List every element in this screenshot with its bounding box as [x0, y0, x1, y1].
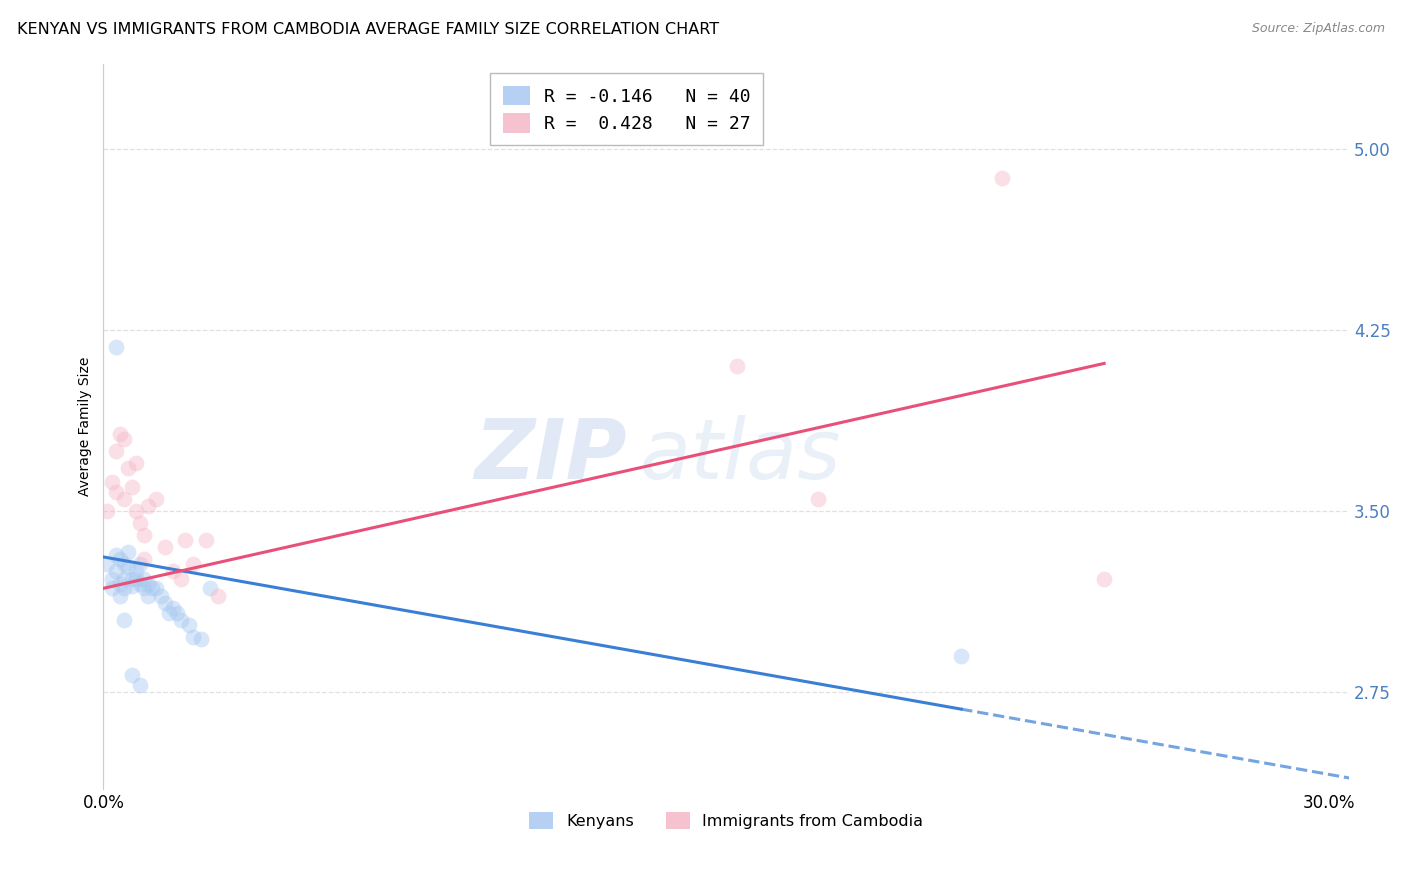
Point — [166, 606, 188, 620]
Point — [104, 548, 127, 562]
Text: Source: ZipAtlas.com: Source: ZipAtlas.com — [1251, 22, 1385, 36]
Point — [117, 559, 139, 574]
Text: ZIP: ZIP — [474, 415, 627, 496]
Point — [170, 613, 193, 627]
Point — [129, 557, 152, 571]
Point — [181, 557, 204, 571]
Point — [136, 576, 159, 591]
Point — [100, 582, 122, 596]
Point — [112, 582, 135, 596]
Point — [108, 426, 131, 441]
Y-axis label: Average Family Size: Average Family Size — [79, 357, 93, 496]
Point — [96, 557, 118, 571]
Point — [125, 572, 148, 586]
Point — [149, 589, 172, 603]
Point — [104, 565, 127, 579]
Point — [136, 589, 159, 603]
Point — [145, 582, 167, 596]
Point — [157, 606, 180, 620]
Point — [121, 668, 143, 682]
Point — [117, 545, 139, 559]
Point — [125, 565, 148, 579]
Point — [153, 596, 176, 610]
Legend: Kenyans, Immigrants from Cambodia: Kenyans, Immigrants from Cambodia — [523, 805, 929, 835]
Point — [725, 359, 748, 373]
Text: atlas: atlas — [640, 415, 841, 496]
Point — [134, 572, 156, 586]
Point — [170, 572, 193, 586]
Point — [153, 541, 176, 555]
Point — [194, 533, 217, 547]
Point — [100, 572, 122, 586]
Point — [104, 443, 127, 458]
Point — [190, 632, 212, 646]
Point — [100, 475, 122, 489]
Point — [121, 572, 143, 586]
Point — [129, 516, 152, 530]
Point — [104, 340, 127, 354]
Point — [162, 565, 184, 579]
Point — [162, 600, 184, 615]
Point — [134, 552, 156, 566]
Point — [129, 678, 152, 692]
Point — [181, 630, 204, 644]
Point — [207, 589, 229, 603]
Point — [134, 528, 156, 542]
Point — [108, 576, 131, 591]
Text: KENYAN VS IMMIGRANTS FROM CAMBODIA AVERAGE FAMILY SIZE CORRELATION CHART: KENYAN VS IMMIGRANTS FROM CAMBODIA AVERA… — [17, 22, 718, 37]
Point — [136, 499, 159, 513]
Point — [117, 460, 139, 475]
Point — [112, 613, 135, 627]
Point — [807, 491, 830, 506]
Point — [125, 504, 148, 518]
Point — [108, 552, 131, 566]
Point — [1092, 572, 1115, 586]
Point — [950, 648, 973, 663]
Point — [198, 582, 221, 596]
Point — [129, 576, 152, 591]
Point — [121, 579, 143, 593]
Point — [141, 582, 163, 596]
Point — [96, 504, 118, 518]
Point — [108, 589, 131, 603]
Point — [112, 572, 135, 586]
Point — [174, 533, 197, 547]
Point — [112, 557, 135, 571]
Point — [112, 491, 135, 506]
Point — [112, 432, 135, 446]
Point — [134, 582, 156, 596]
Point — [145, 491, 167, 506]
Point — [104, 484, 127, 499]
Point — [991, 170, 1014, 185]
Point — [179, 617, 201, 632]
Point — [125, 456, 148, 470]
Point — [121, 480, 143, 494]
